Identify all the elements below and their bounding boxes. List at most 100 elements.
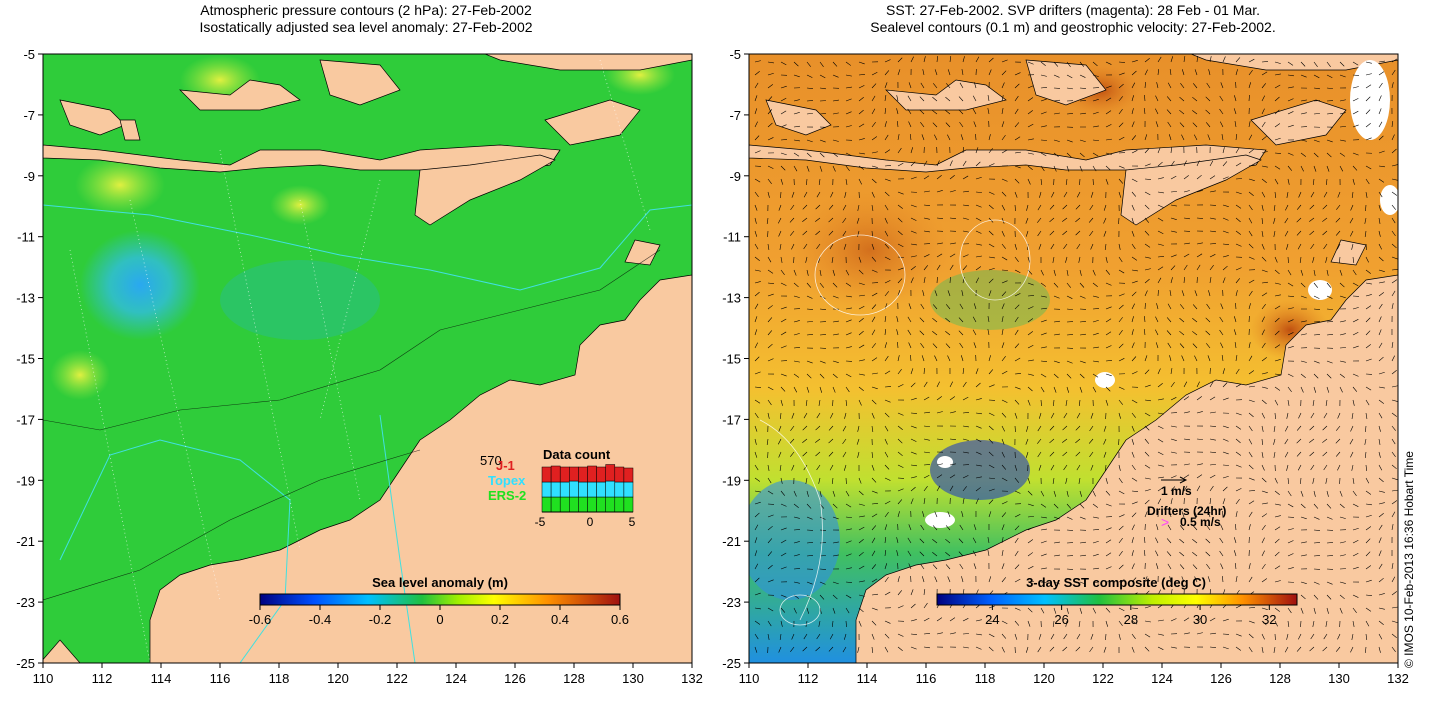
right-lon-tick-label: 112 — [798, 671, 819, 686]
data-count-bar-topex — [605, 480, 616, 498]
data-count-bar-ers-2 — [541, 496, 552, 513]
left-lon-tick-label: 120 — [327, 671, 349, 686]
data-count-bar-topex — [559, 481, 570, 498]
right-lon-tick-label: 124 — [1151, 671, 1173, 686]
sst-colorbar-tick-label: 28 — [1124, 612, 1138, 627]
data-count-bar-j-1 — [605, 464, 616, 482]
data-count-bar-ers-2 — [587, 496, 597, 513]
right-lat-tick-label: -5 — [729, 47, 741, 62]
left-lat-tick-label: -13 — [16, 291, 35, 306]
left-lon-tick-label: 110 — [33, 671, 54, 686]
data-count-bar-ers-2 — [623, 496, 634, 513]
data-count-bar-topex — [596, 481, 606, 498]
left-lat-tick-label: -21 — [16, 534, 35, 549]
drifter-marker: > — [1161, 514, 1169, 530]
j1-label: J-1 — [496, 458, 515, 473]
right-land — [749, 54, 1398, 663]
left-map — [43, 54, 692, 663]
left-lat-tick-label: -11 — [17, 230, 35, 245]
right-lat-tick-label: -15 — [722, 352, 741, 367]
data-count-bar-topex — [587, 481, 597, 498]
sst-colorbar: 3-day SST composite (deg C) 24 26 28 30 32 — [936, 575, 1298, 627]
sst-colorbar-tick-label: 32 — [1262, 612, 1276, 627]
right-lat-tick-label: -19 — [722, 473, 741, 488]
right-title-line2: Sealevel contours (0.1 m) and geostrophi… — [870, 19, 1276, 35]
left-lon-tick-label: 132 — [681, 671, 703, 686]
left-lon-tick-label: 128 — [563, 671, 585, 686]
data-count-bar-j-1 — [623, 467, 634, 483]
data-count-bar-topex — [578, 481, 588, 498]
right-lon-tick-label: 130 — [1328, 671, 1350, 686]
sla-colorbar-tick-label: -0.4 — [309, 612, 331, 627]
sla-colorbar-tick-label: -0.6 — [249, 612, 271, 627]
data-count-max: 570 — [480, 453, 502, 468]
dc-tick-5: 5 — [629, 515, 636, 529]
velocity-scale-label: 1 m/s — [1161, 484, 1192, 498]
sst-colorbar-tick-label: 26 — [1054, 612, 1068, 627]
data-count-bar-topex — [623, 481, 634, 498]
data-count-bar-ers-2 — [550, 496, 561, 513]
left-lon-tick-label: 118 — [269, 671, 290, 686]
right-lat-tick-label: -21 — [722, 534, 741, 549]
right-lon-tick-label: 116 — [916, 671, 937, 686]
data-count-bar-j-1 — [587, 465, 597, 483]
right-lat-tick-label: -25 — [722, 656, 741, 671]
sst-colorbar-tick-label: 30 — [1193, 612, 1207, 627]
left-land — [43, 54, 692, 663]
left-lat-tick-label: -19 — [16, 473, 35, 488]
data-count-bar-j-1 — [550, 465, 561, 483]
left-lat-tick-label: -25 — [16, 656, 35, 671]
sla-colorbar-tick-label: -0.2 — [369, 612, 391, 627]
drifter-legend-title: Drifters (24hr) — [1147, 504, 1226, 518]
left-lat-tick-label: -17 — [16, 412, 35, 427]
right-lon-tick-label: 126 — [1210, 671, 1232, 686]
sla-colorbar-tick-label: 0 — [436, 612, 443, 627]
left-lon-tick-label: 112 — [92, 671, 113, 686]
left-lat-tick-label: -15 — [16, 352, 35, 367]
sealevel-contours — [759, 219, 1031, 626]
right-lon-tick-label: 128 — [1269, 671, 1291, 686]
dc-tick-neg5: -5 — [535, 515, 546, 529]
data-count-bar-j-1 — [559, 466, 570, 483]
data-count-title: Data count — [543, 447, 611, 462]
right-lat-tick-label: -7 — [729, 108, 741, 123]
data-count-bar-topex — [614, 481, 625, 498]
right-lon-tick-label: 118 — [975, 671, 996, 686]
low-anomaly-region — [80, 230, 200, 340]
right-lat-tick-label: -11 — [723, 230, 741, 245]
data-count-bar-ers-2 — [596, 496, 606, 513]
right-lon-tick-label: 110 — [739, 671, 760, 686]
data-count-bar-j-1 — [614, 466, 625, 483]
velocity-legend: 1 m/s Drifters (24hr) > 0.5 m/s — [1147, 476, 1226, 530]
data-count-bar-ers-2 — [614, 496, 625, 513]
sla-colorbar-tick-label: 0.2 — [491, 612, 509, 627]
sst-colorbar-label: 3-day SST composite (deg C) — [1026, 575, 1206, 590]
right-lat-tick-label: -9 — [729, 169, 741, 184]
data-count-bar-ers-2 — [578, 496, 588, 513]
sla-colorbar-label: Sea level anomaly (m) — [372, 575, 508, 590]
left-lon-tick-label: 114 — [151, 671, 172, 686]
data-count-bar-ers-2 — [605, 496, 616, 513]
data-count-inset: 570 J-1 Topex ERS-2 Data count -5 0 5 — [480, 447, 636, 529]
left-lon-tick-label: 124 — [445, 671, 467, 686]
right-lon-tick-label: 120 — [1033, 671, 1055, 686]
left-map-title: Atmospheric pressure contours (2 hPa): 2… — [40, 2, 692, 36]
left-title-line2: Isostatically adjusted sea level anomaly… — [199, 19, 533, 35]
ers2-label: ERS-2 — [488, 488, 526, 503]
sla-colorbar: Sea level anomaly (m) -0.6 -0.4 -0.2 0 0.2 0.… — [249, 575, 629, 627]
cloud-gaps — [925, 60, 1398, 528]
left-lon-tick-label: 130 — [622, 671, 644, 686]
right-title-line1: SST: 27-Feb-2002. SVP drifters (magenta)… — [885, 2, 1261, 18]
right-lon-tick-label: 122 — [1092, 671, 1114, 686]
copyright-notice: © IMOS 10-Feb-2013 16:36 Hobart Time — [1402, 451, 1416, 668]
left-lat-tick-label: -23 — [16, 595, 35, 610]
data-count-bar-topex — [569, 480, 579, 498]
right-lat-tick-label: -13 — [722, 291, 741, 306]
geostrophic-velocity-arrows — [754, 56, 1398, 654]
axis-labels: 110 112 114 116 118 120 122 124 126 128 130 132 -5 -7… — [16, 47, 1409, 686]
sst-colorbar-tick-label: 24 — [985, 612, 999, 627]
data-count-bar-j-1 — [578, 466, 588, 483]
data-count-bar-ers-2 — [569, 496, 579, 513]
left-lat-tick-label: -7 — [23, 108, 35, 123]
